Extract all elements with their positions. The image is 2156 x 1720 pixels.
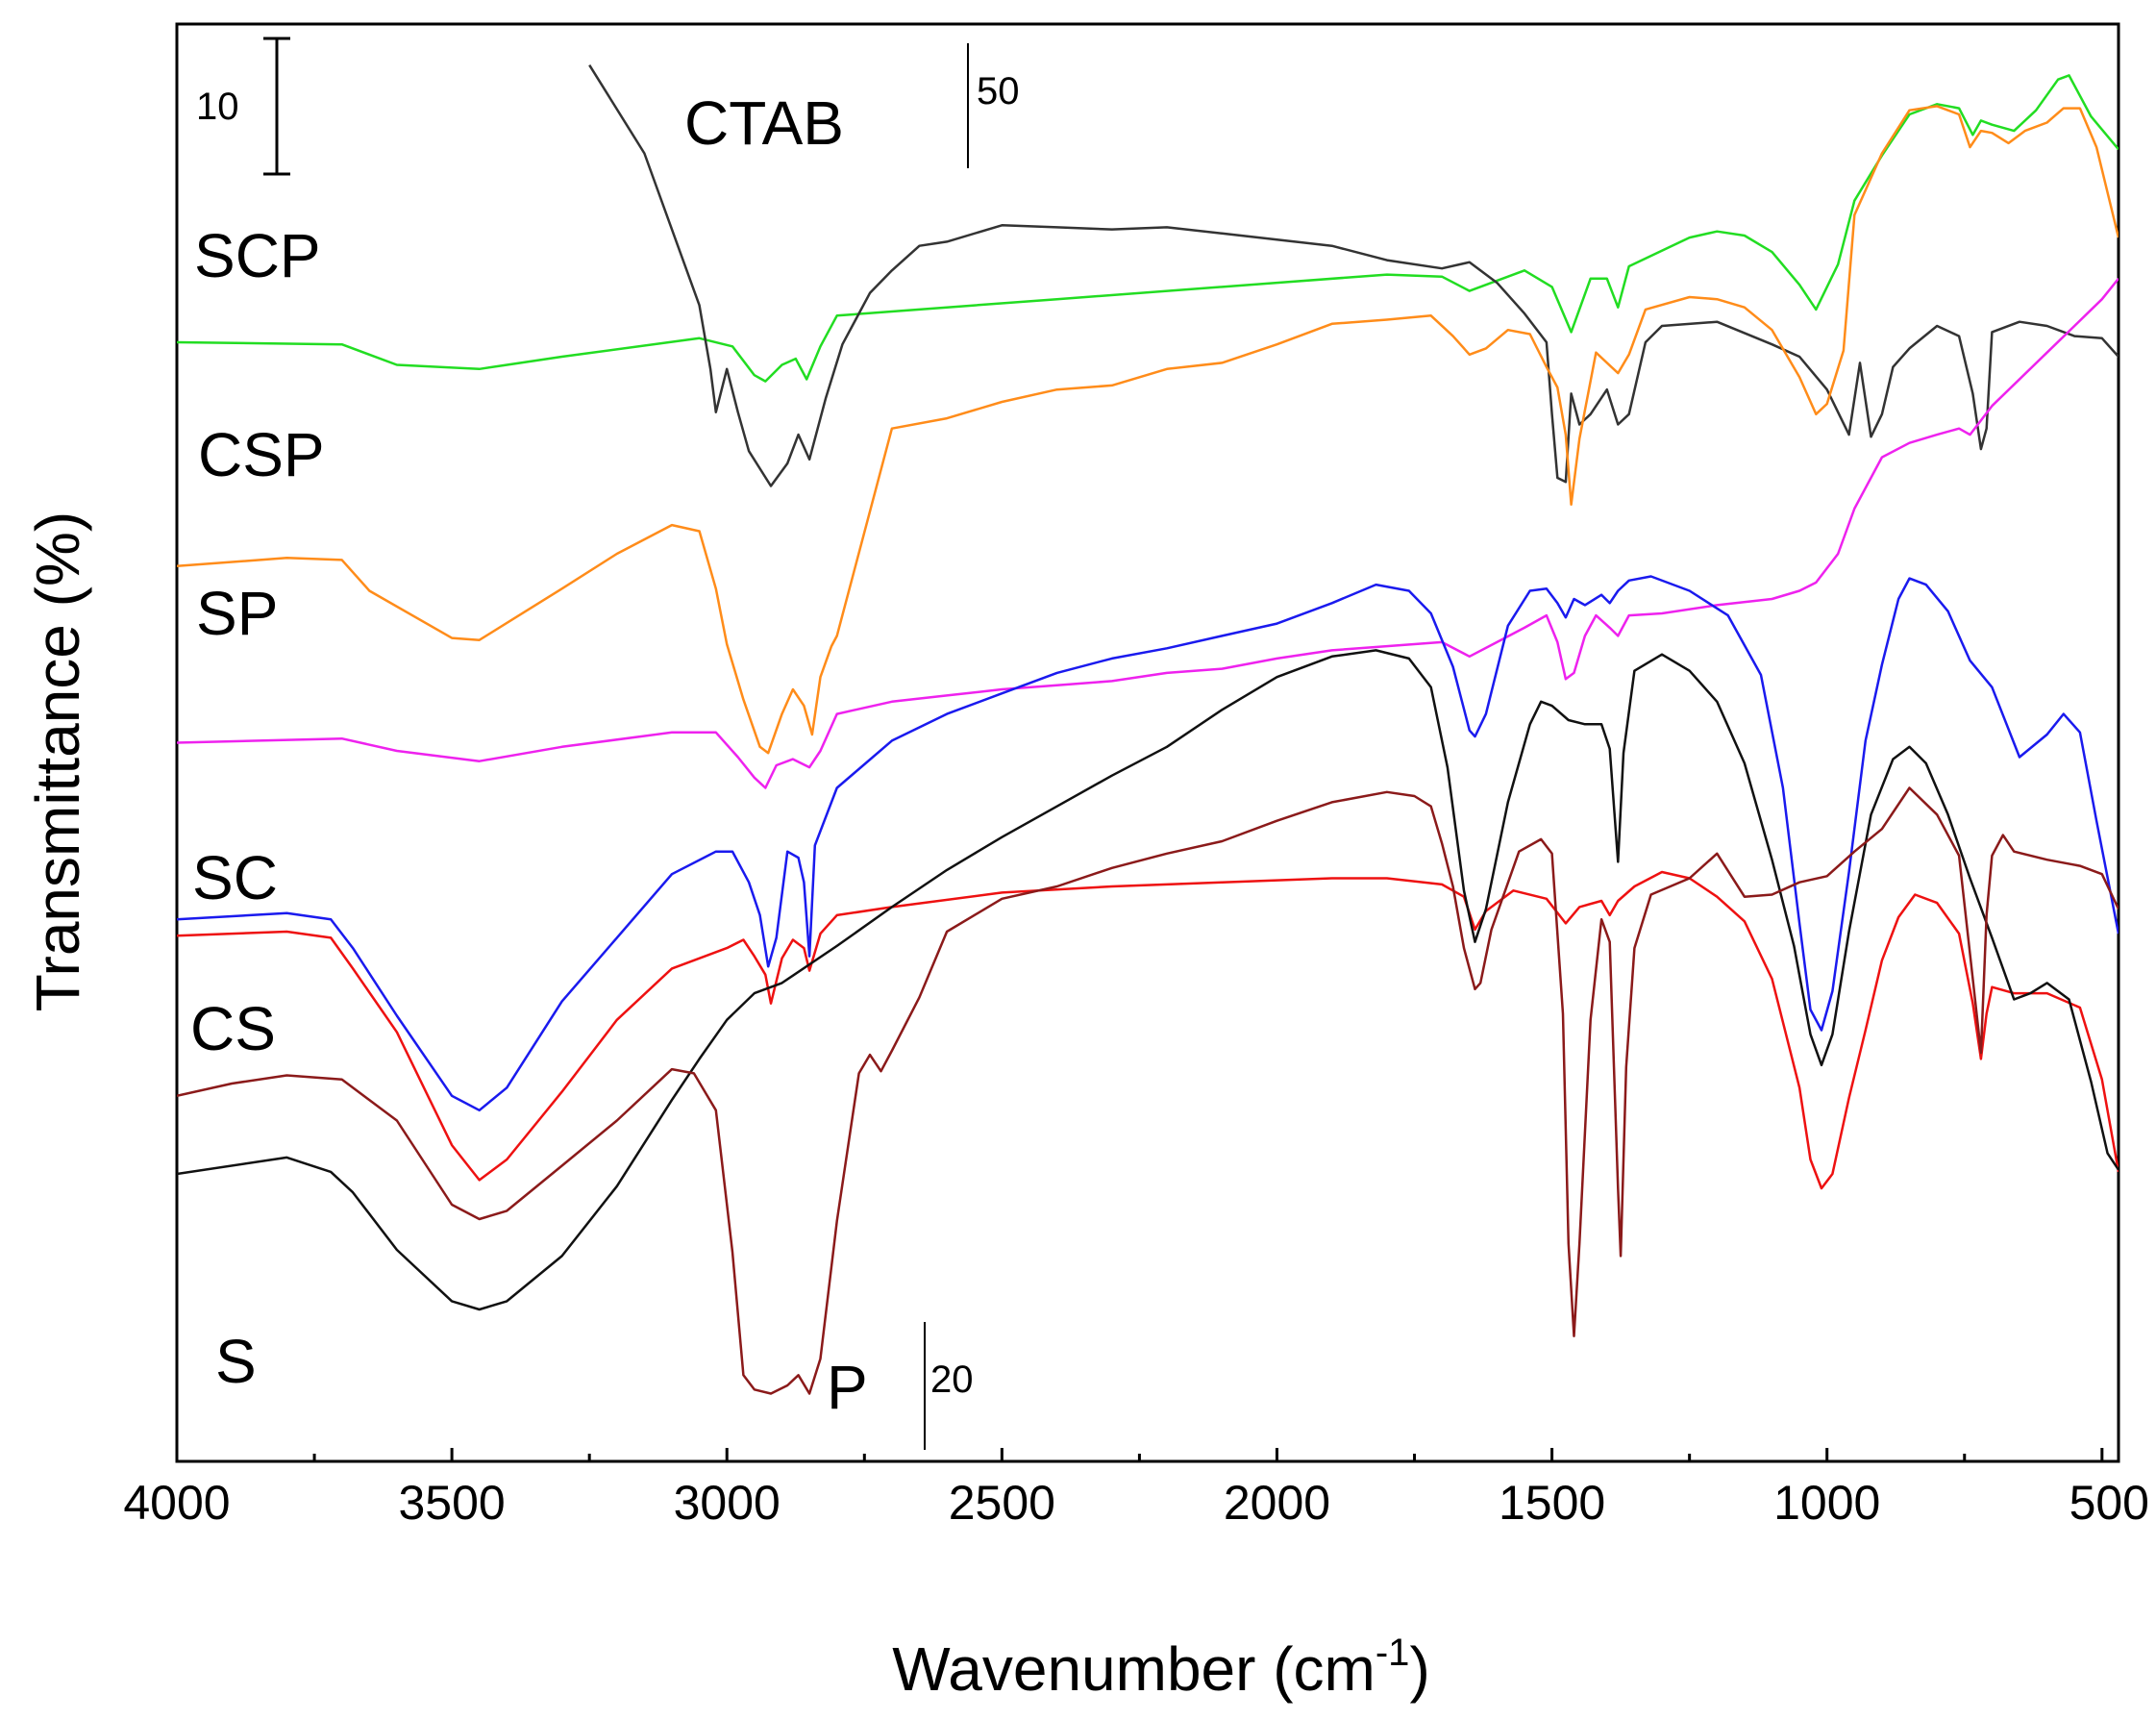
scale-bar-10-label: 10 xyxy=(196,86,239,128)
series-line-p xyxy=(177,786,2119,1395)
x-tick-label: 2500 xyxy=(949,1476,1055,1530)
scale-bar-20-label: 20 xyxy=(930,1359,974,1401)
series-label-sp: SP xyxy=(196,579,278,648)
series-label-p: P xyxy=(827,1353,868,1422)
x-axis-title: Wavenumber (cm-1) xyxy=(892,1632,1430,1704)
scale-bar-50: 50 xyxy=(967,43,1020,168)
plot-frame xyxy=(175,22,2120,1463)
series-line-sc xyxy=(177,575,2119,1112)
series-line-scp xyxy=(177,74,2119,383)
x-tick-label: 3500 xyxy=(399,1476,506,1530)
series-line-csp xyxy=(177,105,2119,755)
series-line-cs xyxy=(177,870,2119,1190)
x-tick-label: 4000 xyxy=(123,1476,230,1530)
series-label-cs: CS xyxy=(190,994,276,1063)
scale-bar-20: 20 xyxy=(924,1322,974,1450)
series-line-ctab xyxy=(588,64,2119,487)
series-label-s: S xyxy=(215,1327,257,1396)
ctab-label: CTAB xyxy=(684,88,844,158)
x-tick-label: 3000 xyxy=(674,1476,781,1530)
x-tick-label: 2000 xyxy=(1224,1476,1330,1530)
spectra-curves xyxy=(177,64,2119,1395)
series-line-sp xyxy=(177,278,2119,789)
series-label-csp: CSP xyxy=(198,420,325,489)
series-label-sc: SC xyxy=(192,843,278,912)
x-axis-ticks: 4000 3500 3000 2500 2000 1500 1000 500 xyxy=(123,1448,2149,1530)
x-tick-label: 1000 xyxy=(1773,1476,1880,1530)
scale-bar-10: 10 xyxy=(196,37,290,176)
x-tick-label: 1500 xyxy=(1499,1476,1605,1530)
y-axis-title: Transmittance (%) xyxy=(23,511,92,1011)
series-line-s xyxy=(177,649,2119,1311)
scale-bar-50-label: 50 xyxy=(977,70,1020,112)
series-label-scp: SCP xyxy=(194,221,321,290)
x-tick-label: 500 xyxy=(2069,1476,2149,1530)
